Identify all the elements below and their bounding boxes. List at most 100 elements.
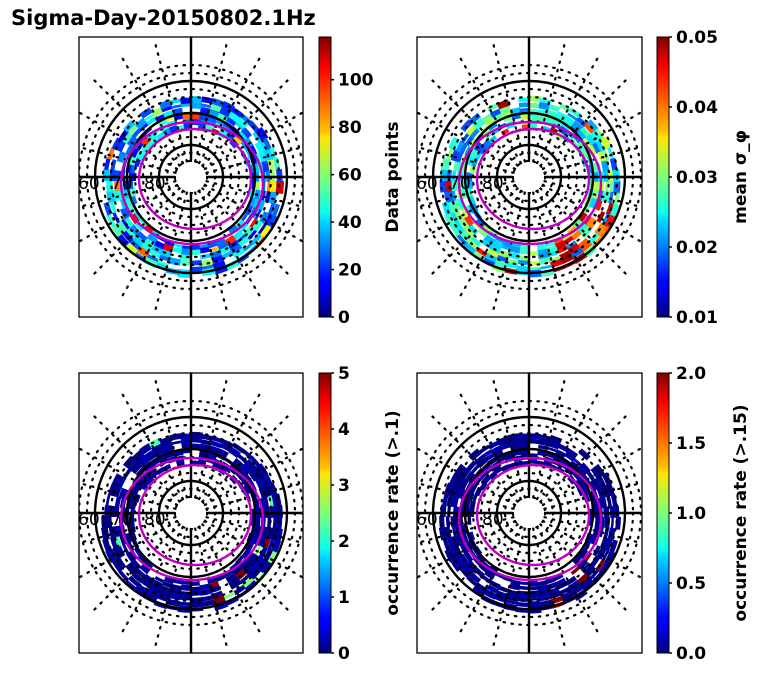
heatmap-bin bbox=[168, 592, 181, 601]
heatmap-bin bbox=[179, 259, 191, 266]
colorbar-label: Data points bbox=[383, 121, 403, 232]
heatmap-bin bbox=[596, 486, 606, 499]
heatmap-bin bbox=[575, 466, 586, 478]
heatmap-bin bbox=[259, 224, 274, 240]
heatmap-bin bbox=[464, 471, 476, 483]
heatmap-bin bbox=[156, 131, 166, 140]
auroral-oval-poleward bbox=[475, 127, 591, 231]
heatmap-bin bbox=[128, 516, 135, 526]
heatmap-bin bbox=[165, 115, 176, 122]
heatmap-bin bbox=[473, 150, 483, 161]
heatmap-bin bbox=[501, 111, 513, 119]
heatmap-bin bbox=[124, 533, 132, 544]
mlt-grid-spoke bbox=[417, 519, 517, 579]
heatmap-bin bbox=[570, 247, 584, 259]
heatmap-bin bbox=[467, 516, 472, 526]
heatmap-bin bbox=[478, 562, 489, 574]
panel-top-right: 60 70 80 0.01 0.02 0.03 0.04 0.05 mean σ_φ bbox=[416, 28, 751, 328]
colorbar-tick-label: 0.5 bbox=[676, 574, 706, 594]
heatmap-bin bbox=[271, 203, 280, 218]
heatmap-bin bbox=[256, 517, 261, 527]
heatmap-bin bbox=[502, 576, 513, 583]
heatmap-bin bbox=[130, 147, 140, 158]
heatmap-bin bbox=[225, 116, 237, 127]
heatmap-bin bbox=[240, 212, 249, 222]
heatmap-bin bbox=[545, 577, 556, 585]
heatmap-bin bbox=[595, 128, 605, 140]
heatmap-bin bbox=[201, 599, 215, 607]
heatmap-bin bbox=[555, 111, 568, 122]
mlt-grid-spoke bbox=[79, 111, 179, 171]
heatmap-bin bbox=[493, 258, 508, 269]
heatmap-bin bbox=[564, 451, 576, 462]
heatmap-bin bbox=[591, 478, 602, 490]
latitude-label: 60 bbox=[78, 510, 100, 530]
heatmap-bin bbox=[469, 235, 482, 248]
heatmap-bin bbox=[266, 517, 272, 529]
heatmap-bin bbox=[454, 463, 467, 478]
heatmap-bin bbox=[146, 233, 158, 244]
heatmap-bin bbox=[519, 244, 529, 251]
heatmap-bin bbox=[251, 466, 263, 480]
heatmap-bin bbox=[529, 438, 540, 445]
heatmap-bin bbox=[500, 464, 510, 472]
heatmap-bin bbox=[130, 462, 142, 475]
heatmap-bin bbox=[587, 480, 598, 492]
heatmap-bin bbox=[452, 199, 462, 212]
mlt-grid-spoke bbox=[532, 376, 567, 499]
mlt-grid-spoke bbox=[194, 527, 229, 650]
lat-grid-ring-dotted bbox=[173, 159, 209, 195]
heatmap-bin bbox=[460, 207, 469, 219]
heatmap-bin bbox=[569, 125, 580, 135]
heatmap-bin bbox=[267, 202, 276, 216]
heatmap-bin bbox=[446, 536, 456, 550]
heatmap-bin bbox=[458, 142, 468, 154]
heatmap-bin bbox=[517, 596, 529, 602]
heatmap-bin bbox=[131, 484, 141, 495]
heatmap-bin bbox=[444, 548, 456, 563]
heatmap-bin bbox=[238, 558, 249, 569]
mlt-grid-spoke bbox=[457, 390, 523, 501]
heatmap-bin bbox=[128, 223, 141, 236]
heatmap-bin bbox=[190, 249, 201, 256]
mlt-grid-spoke bbox=[79, 516, 177, 545]
heatmap-bin bbox=[495, 590, 509, 599]
heatmap-bin bbox=[475, 218, 486, 229]
heatmap-bin bbox=[233, 134, 245, 145]
heatmap-bin bbox=[123, 216, 134, 228]
latitude-label: 80 bbox=[144, 510, 166, 530]
heatmap-bin bbox=[488, 471, 498, 480]
mlt-grid-spoke bbox=[532, 527, 567, 650]
heatmap-bin bbox=[224, 235, 237, 247]
mlt-grid-spoke bbox=[153, 376, 188, 499]
heatmap-bin bbox=[178, 601, 191, 607]
heatmap-bin bbox=[131, 127, 142, 139]
latitude-label: 80 bbox=[482, 510, 504, 530]
heatmap-bin bbox=[241, 548, 251, 560]
heatmap-bin bbox=[180, 433, 192, 441]
latitude-label: 70 bbox=[111, 174, 133, 194]
heatmap-bin bbox=[139, 471, 150, 482]
heatmap-bin bbox=[164, 239, 175, 247]
heatmap-bin bbox=[199, 246, 210, 254]
mlt-grid-spoke bbox=[417, 180, 515, 209]
heatmap-bin bbox=[111, 546, 122, 560]
heatmap-bin bbox=[236, 234, 248, 245]
heatmap-bin bbox=[200, 103, 212, 109]
mlt-grid-spoke bbox=[119, 189, 185, 300]
mlt-grid-spoke bbox=[79, 519, 179, 579]
mlt-grid-spoke bbox=[79, 447, 179, 507]
heatmap-bin bbox=[219, 444, 231, 452]
latitude-label: 70 bbox=[449, 174, 471, 194]
mlt-grid-spoke bbox=[535, 54, 601, 165]
heatmap-bin bbox=[137, 554, 148, 564]
mlt-grid-spoke bbox=[90, 187, 181, 278]
heatmap-bin bbox=[472, 140, 482, 152]
mlt-grid-spoke bbox=[90, 523, 181, 614]
mlt-grid-spoke bbox=[201, 523, 292, 614]
heatmap-bin bbox=[490, 445, 502, 455]
heatmap-bin bbox=[518, 248, 529, 255]
heatmap-bin bbox=[609, 539, 618, 554]
heatmap-bin bbox=[572, 457, 583, 467]
